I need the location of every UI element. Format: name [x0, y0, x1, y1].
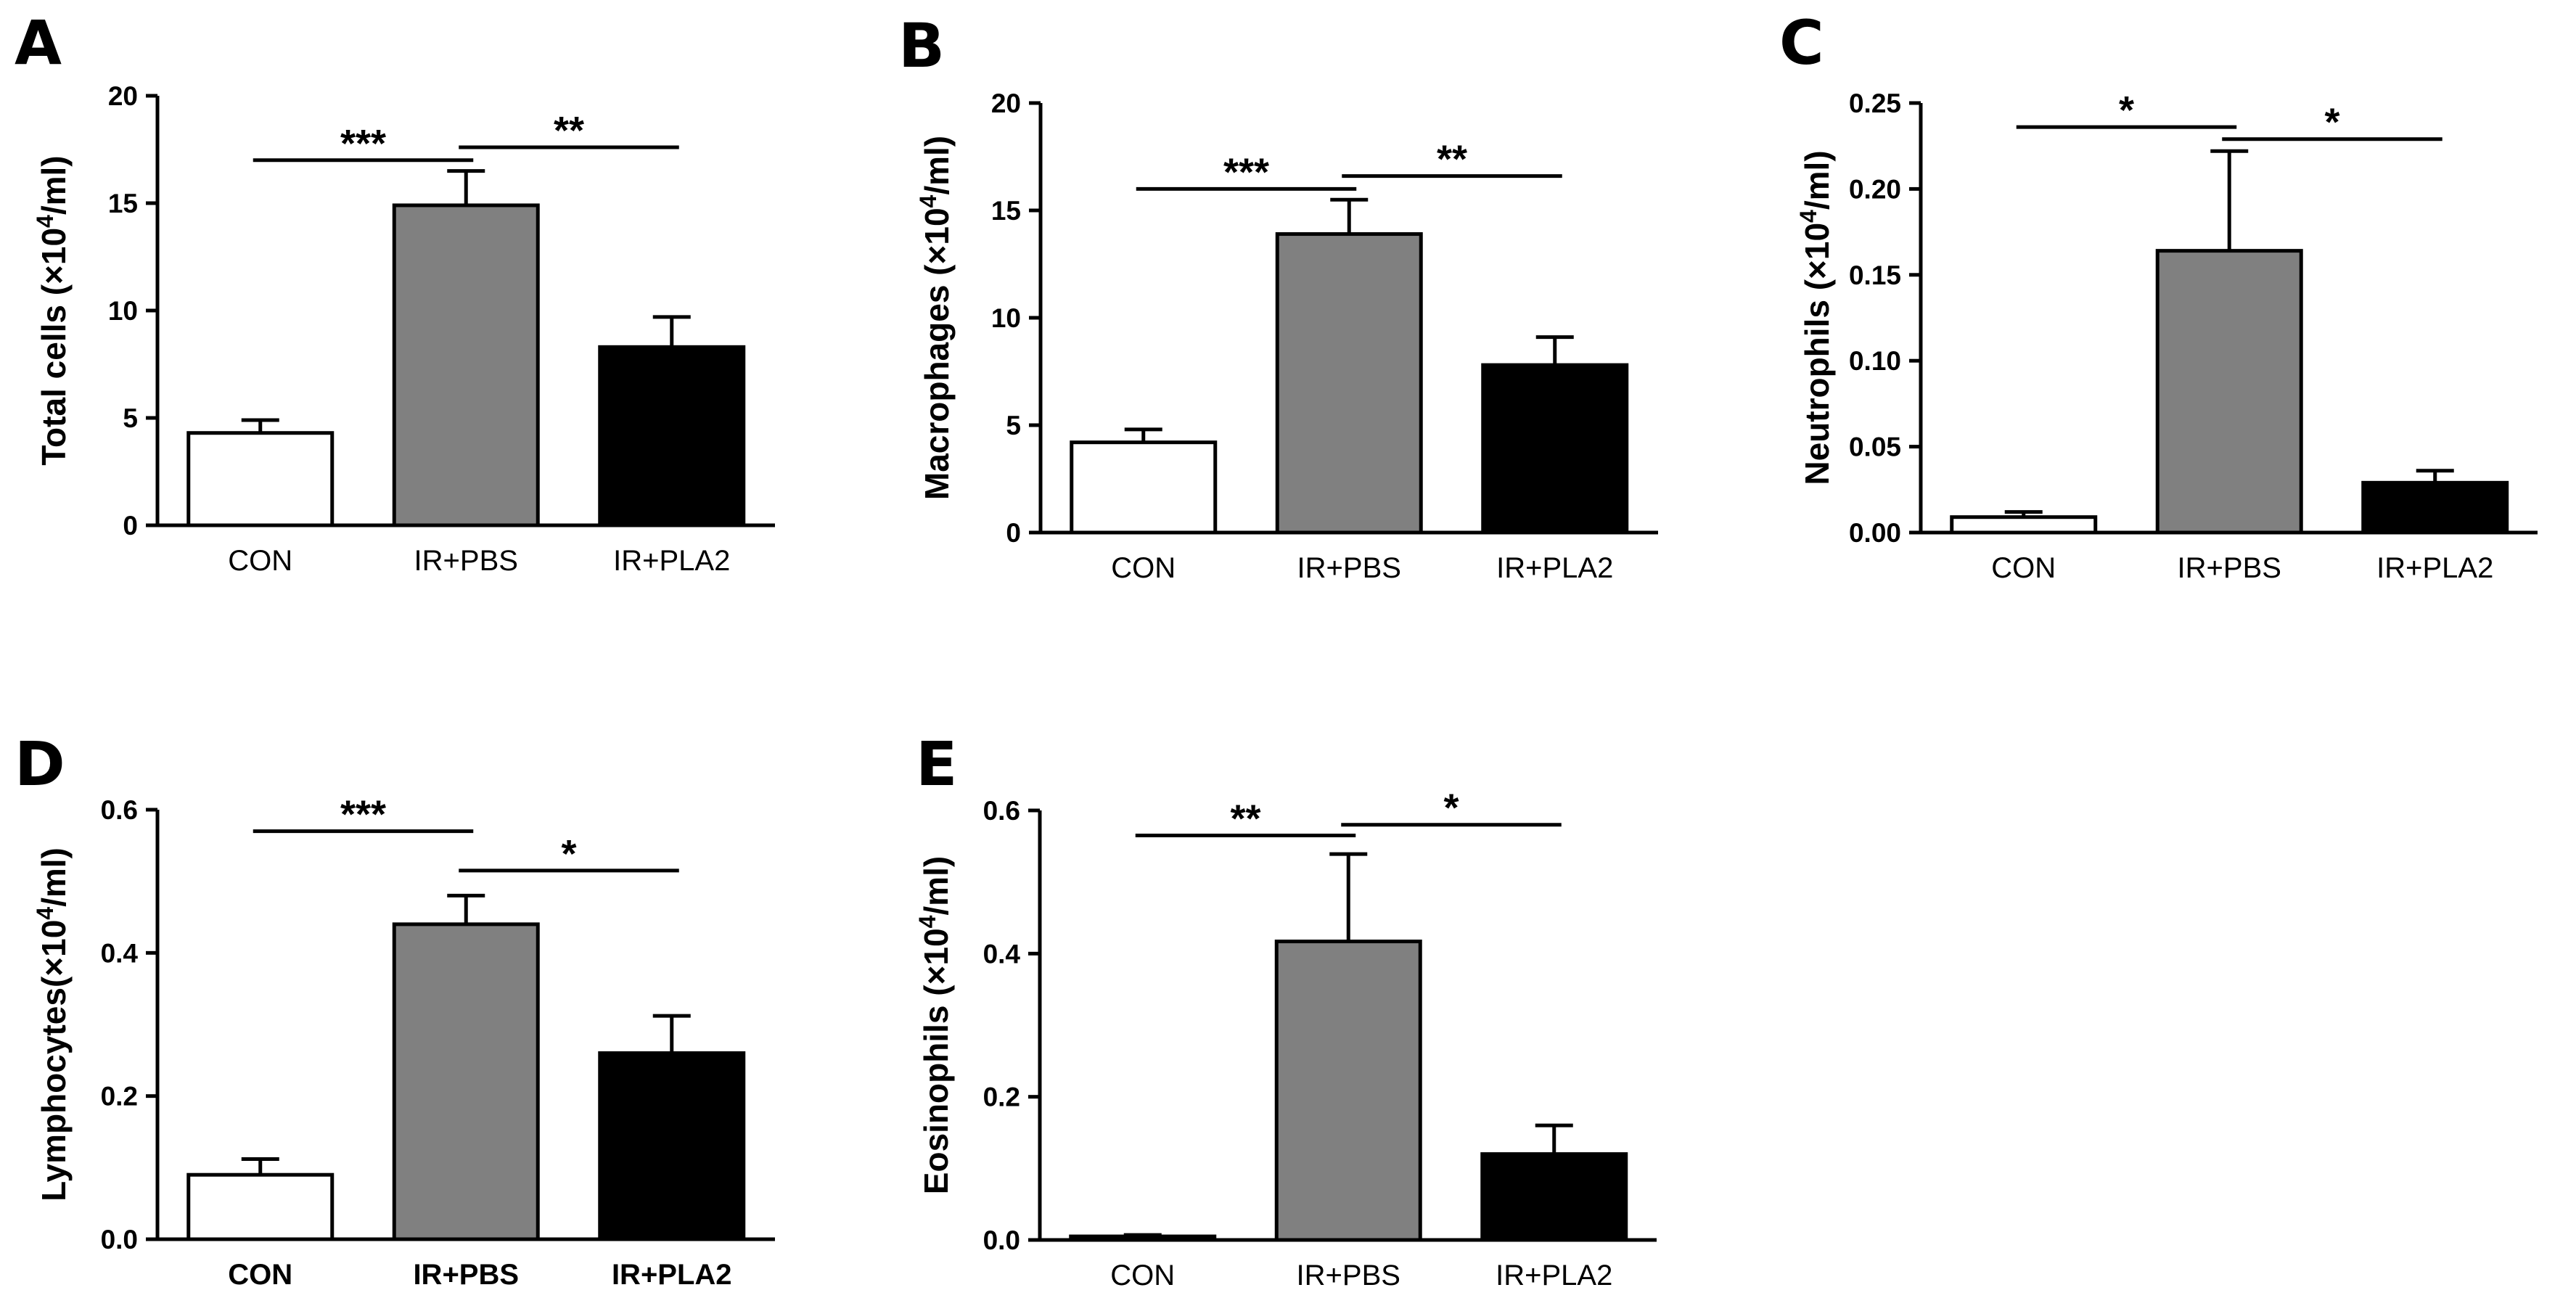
y-tick-label-b: 10 — [991, 303, 1021, 333]
bar-e-con — [1069, 1234, 1217, 1242]
panel-label-a: A — [15, 7, 62, 78]
x-tick-label-a: IR+PBS — [414, 545, 518, 577]
y-tick-label-c: 0.20 — [1849, 174, 1901, 204]
x-tick-label-e: IR+PLA2 — [1496, 1260, 1612, 1291]
y-tick-label-e: 0.2 — [983, 1083, 1020, 1112]
panel-label-b: B — [898, 10, 945, 81]
bar-b-ir-pbs — [1275, 232, 1423, 535]
y-axis-label-text-b: Macrophages (×10 — [918, 208, 956, 500]
bar-c-ir-pbs — [2155, 249, 2303, 535]
bar-c-ir-pla2 — [2361, 480, 2509, 535]
bar-d-ir-pla2 — [598, 1051, 746, 1241]
x-tick-label-e: IR+PBS — [1297, 1260, 1400, 1291]
x-tick-label-e: CON — [1110, 1260, 1175, 1291]
y-tick-label-a: 0 — [123, 511, 138, 541]
x-tick-label-d: IR+PBS — [413, 1259, 519, 1291]
y-axis-label-d: Lymphocytes(×104/ml) — [32, 847, 73, 1202]
y-tick-label-c: 0.10 — [1849, 346, 1901, 376]
bar-b-con — [1070, 440, 1218, 535]
y-axis-label-exponent-b: 4 — [915, 194, 941, 208]
bar-d-con — [186, 1172, 335, 1241]
y-tick-label-b: 5 — [1006, 411, 1021, 440]
y-tick-label-d: 0.0 — [101, 1225, 138, 1254]
x-tick-label-c: IR+PBS — [2178, 552, 2281, 584]
significance-label-b: *** — [1223, 150, 1269, 194]
y-axis-label-exponent-d: 4 — [32, 907, 58, 920]
y-tick-label-b: 0 — [1006, 518, 1021, 548]
y-tick-label-c: 0.15 — [1849, 260, 1901, 290]
y-axis-label-unit-e: /ml) — [917, 856, 955, 916]
significance-label-b: ** — [1437, 138, 1467, 181]
y-axis-label-unit-b: /ml) — [918, 136, 956, 195]
significance-label-c: * — [2119, 89, 2134, 132]
y-tick-label-a: 15 — [108, 189, 138, 218]
bar-a-ir-pla2 — [598, 345, 746, 527]
y-tick-label-a: 10 — [108, 296, 138, 326]
significance-label-a: *** — [340, 122, 386, 165]
significance-label-e: * — [1443, 786, 1459, 830]
x-tick-label-c: CON — [1991, 552, 2056, 584]
x-tick-label-d: CON — [228, 1259, 292, 1291]
bar-b-ir-pla2 — [1481, 363, 1629, 535]
bar-a-ir-pbs — [392, 203, 540, 527]
x-tick-label-d: IR+PLA2 — [612, 1259, 732, 1291]
y-axis-label-unit-d: /ml) — [35, 847, 73, 907]
bar-a-con — [186, 431, 335, 527]
x-tick-label-b: CON — [1111, 552, 1176, 584]
y-tick-label-a: 5 — [123, 403, 138, 433]
y-axis-label-unit-a: /ml) — [35, 155, 73, 215]
significance-label-a: ** — [554, 109, 584, 152]
bar-e-ir-pbs — [1274, 940, 1422, 1242]
bar-d-ir-pbs — [392, 922, 540, 1241]
y-axis-label-text-e: Eosinophils (×10 — [917, 928, 955, 1194]
x-tick-label-a: CON — [228, 545, 292, 577]
y-axis-label-text-c: Neutrophils (×10 — [1798, 223, 1836, 485]
y-axis-label-e: Eosinophils (×104/ml) — [914, 856, 955, 1194]
y-tick-label-d: 0.2 — [101, 1082, 138, 1112]
x-tick-label-b: IR+PLA2 — [1496, 552, 1613, 584]
y-axis-label-unit-c: /ml) — [1798, 150, 1836, 210]
y-tick-label-e: 0.4 — [983, 939, 1021, 969]
x-tick-label-a: IR+PLA2 — [613, 545, 730, 577]
panel-label-c: C — [1779, 7, 1824, 78]
y-axis-label-exponent-e: 4 — [914, 915, 940, 928]
y-axis-label-b: Macrophages (×104/ml) — [915, 136, 956, 500]
significance-label-d: *** — [340, 793, 386, 837]
panel-label-d: D — [15, 728, 65, 800]
x-tick-label-c: IR+PLA2 — [2376, 552, 2493, 584]
y-tick-label-e: 0.0 — [983, 1225, 1020, 1255]
panel-label-e: E — [916, 728, 957, 800]
y-tick-label-b: 20 — [991, 89, 1021, 118]
significance-label-d: * — [561, 832, 576, 876]
bar-c-con — [1950, 515, 2098, 535]
y-tick-label-c: 0.05 — [1849, 432, 1901, 462]
y-axis-label-c: Neutrophils (×104/ml) — [1795, 150, 1836, 485]
significance-label-e: ** — [1230, 797, 1260, 841]
y-tick-label-b: 15 — [991, 196, 1021, 226]
y-tick-label-e: 0.6 — [983, 796, 1020, 826]
bar-e-ir-pla2 — [1480, 1152, 1628, 1242]
y-axis-label-a: Total cells (×104/ml) — [32, 155, 73, 465]
x-tick-label-b: IR+PBS — [1297, 552, 1401, 584]
y-axis-label-text-d: Lymphocytes(×10 — [35, 920, 73, 1202]
y-axis-label-text-a: Total cells (×10 — [35, 228, 73, 466]
y-axis-label-exponent-a: 4 — [32, 215, 58, 228]
y-tick-label-d: 0.4 — [101, 938, 139, 968]
y-tick-label-c: 0.00 — [1849, 518, 1901, 548]
significance-label-c: * — [2324, 101, 2339, 144]
y-tick-label-d: 0.6 — [101, 795, 138, 825]
y-tick-label-c: 0.25 — [1849, 89, 1901, 118]
y-axis-label-exponent-c: 4 — [1795, 210, 1821, 223]
y-tick-label-a: 20 — [108, 81, 138, 111]
